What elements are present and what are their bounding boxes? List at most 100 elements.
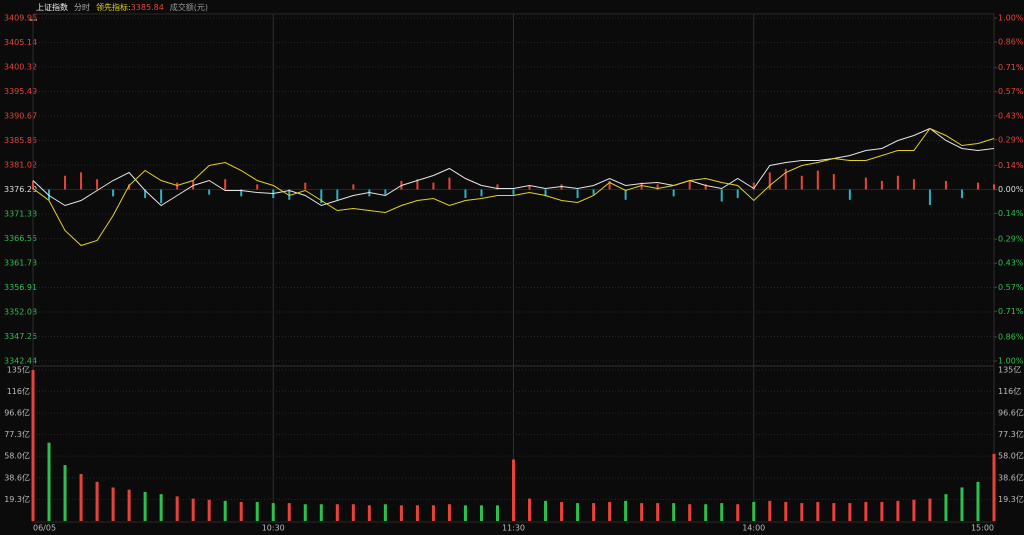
y2-tick-label: 0.86%: [998, 332, 1024, 341]
volume-bar: [223, 500, 227, 521]
volume-bar: [608, 501, 612, 521]
y-tick-label: 3390.67: [4, 111, 37, 120]
y-tick-label: 3381.02: [4, 161, 37, 170]
volume-bar: [592, 503, 596, 521]
momentum-bar: [912, 179, 915, 190]
volume-bar: [720, 503, 724, 521]
y-tick-label: 116亿: [7, 386, 30, 396]
volume-bar: [864, 501, 868, 521]
volume-bar: [143, 491, 147, 521]
volume-bar: [640, 503, 644, 521]
volume-label: 成交额(元): [169, 3, 209, 12]
volume-bar: [31, 370, 35, 521]
volume-bar: [415, 505, 419, 521]
y2-tick-label: 1.00%: [998, 14, 1024, 23]
price-line: [32, 127, 995, 247]
y-tick-label: 3342.44: [4, 357, 37, 366]
volume-bar: [960, 487, 964, 521]
momentum-bar: [993, 184, 995, 190]
momentum-bar: [848, 189, 851, 200]
y2-tick-label: 0.86%: [998, 38, 1024, 47]
momentum-bar: [288, 189, 291, 200]
momentum-bar: [608, 180, 611, 190]
volume-bar: [287, 503, 291, 521]
volume-bar: [848, 503, 852, 521]
volume-bar: [688, 504, 692, 521]
momentum-bar: [928, 189, 931, 205]
momentum-bar: [544, 189, 547, 197]
momentum-bar: [592, 189, 595, 195]
volume-bar: [784, 501, 788, 521]
indicator-value: 3385.84: [130, 3, 164, 12]
momentum-bar: [208, 189, 211, 195]
y-tick-label: 3385.85: [4, 136, 37, 145]
momentum-bar: [432, 182, 435, 190]
y-tick-label: 3409.96: [4, 14, 37, 23]
volume-bar: [351, 504, 355, 521]
y-tick-label: 3352.08: [4, 308, 37, 317]
mode-tab[interactable]: 分时: [74, 3, 90, 12]
y-tick-label: 3395.49: [4, 87, 37, 96]
y2-tick-label: 0.71%: [998, 63, 1024, 72]
momentum-bar: [576, 189, 579, 199]
y2-tick-label: 0.00%: [998, 185, 1024, 194]
volume-bar: [512, 459, 515, 521]
momentum-bar: [256, 184, 259, 190]
volume-bar: [880, 501, 884, 521]
momentum-bar: [48, 189, 51, 200]
volume-bar: [544, 500, 548, 521]
y2-tick-label: 0.29%: [998, 135, 1024, 144]
momentum-bar: [624, 189, 627, 200]
y-tick-label-right: 77.3亿: [998, 429, 1024, 439]
x-tick-label: 11:30: [502, 524, 525, 533]
volume-bar: [928, 498, 932, 521]
y-tick-label-right: 135亿: [998, 365, 1021, 375]
volume-bar: [431, 505, 435, 521]
y2-tick-label: 0.14%: [998, 161, 1024, 170]
volume-bar: [207, 499, 211, 521]
momentum-bar: [496, 184, 499, 190]
indicator-label: 领先指标:: [96, 3, 131, 12]
y-tick-label: 3366.55: [4, 234, 37, 243]
volume-bar: [624, 500, 628, 521]
x-tick-label: 15:00: [971, 524, 994, 533]
volume-bar: [191, 498, 195, 521]
volume-bar: [736, 504, 740, 521]
momentum-bar: [80, 172, 83, 190]
momentum-bar: [336, 189, 339, 200]
momentum-bar: [720, 189, 723, 202]
volume-bar: [383, 504, 387, 521]
momentum-bar: [224, 179, 227, 190]
y-tick-label: 38.6亿: [4, 472, 30, 482]
volume-bar: [367, 505, 371, 521]
momentum-bar: [176, 182, 179, 190]
momentum-bar: [528, 186, 531, 190]
y-tick-label: 58.0亿: [4, 451, 30, 461]
momentum-bar: [768, 172, 771, 190]
momentum-bar: [128, 184, 131, 190]
volume-bar: [111, 487, 115, 521]
y-tick-label: 3356.91: [4, 283, 37, 292]
volume-bar: [495, 505, 499, 521]
momentum-bar: [464, 189, 467, 199]
momentum-bar: [144, 189, 147, 199]
volume-bar: [992, 453, 996, 521]
volume-bar: [239, 501, 243, 521]
volume-bar: [303, 504, 307, 521]
volume-bar: [319, 504, 323, 521]
volume-bar: [255, 501, 259, 521]
momentum-bar: [896, 175, 899, 190]
y-tick-label: 135亿: [7, 365, 30, 375]
volume-bar: [800, 503, 804, 521]
volume-bar: [463, 505, 467, 521]
momentum-bar: [752, 182, 755, 190]
volume-bar: [912, 499, 916, 521]
y-tick-label-right: 96.6亿: [998, 407, 1024, 417]
volume-bar: [47, 442, 51, 521]
momentum-bar: [864, 177, 867, 190]
momentum-bar: [800, 175, 803, 190]
volume-bar: [528, 498, 532, 521]
momentum-bar: [352, 184, 355, 190]
